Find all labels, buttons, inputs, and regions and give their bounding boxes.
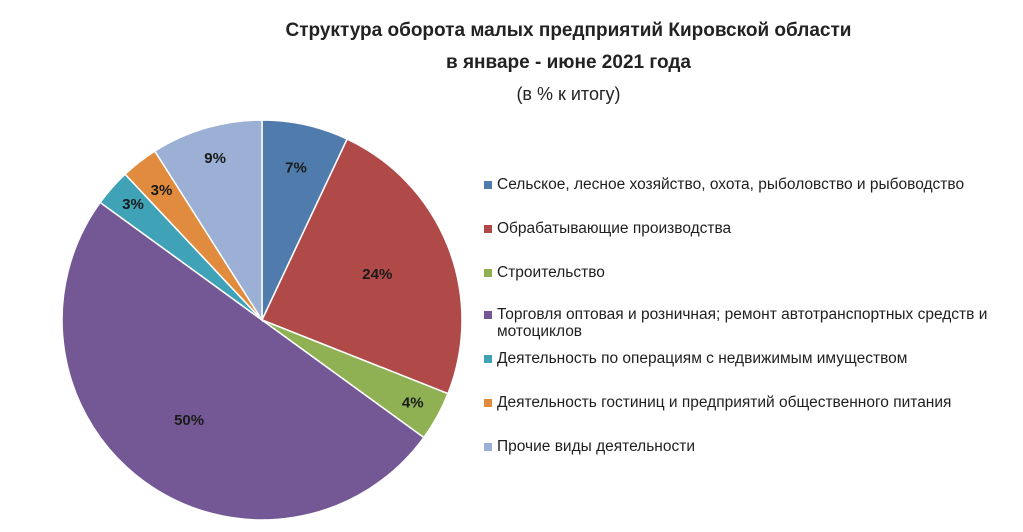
legend-item: Торговля оптовая и розничная; ремонт авт… — [484, 306, 1023, 340]
legend-item: Строительство — [484, 264, 1023, 281]
slice-value-label: 50% — [174, 412, 204, 429]
legend-label: Деятельность гостиниц и предприятий обще… — [497, 394, 952, 411]
chart-subtitle: (в % к итогу) — [516, 84, 621, 104]
legend-label: Обрабатывающие производства — [497, 220, 732, 237]
legend-swatch — [484, 399, 492, 407]
legend-item: Деятельность по операциям с недвижимым и… — [484, 350, 1023, 367]
legend-swatch — [484, 443, 492, 451]
pie-slice-7 — [153, 119, 263, 323]
slice-value-label: 3% — [122, 196, 144, 213]
pie-slice-2 — [260, 138, 463, 395]
slice-value-label: 3% — [151, 182, 173, 199]
legend-swatch — [484, 269, 492, 277]
legend-swatch — [484, 355, 492, 363]
legend-label: Торговля оптовая и розничная; ремонт авт… — [497, 306, 988, 340]
slice-value-label: 24% — [362, 266, 392, 283]
legend-item: Обрабатывающие производства — [484, 220, 1023, 237]
pie-slice-4 — [61, 201, 425, 521]
legend-swatch — [484, 225, 492, 233]
chart-title-line-1: Структура оборота малых предприятий Киро… — [285, 20, 852, 41]
legend-swatch — [484, 181, 492, 189]
slice-value-label: 7% — [285, 159, 307, 176]
slice-value-label: 9% — [204, 150, 226, 167]
legend-swatch — [484, 311, 492, 319]
legend-label: Прочие виды деятельности — [497, 438, 695, 455]
legend-label: Деятельность по операциям с недвижимым и… — [497, 350, 908, 367]
legend-label: Строительство — [497, 264, 605, 281]
legend-item: Деятельность гостиниц и предприятий обще… — [484, 394, 1023, 411]
legend-item: Прочие виды деятельности — [484, 438, 1023, 455]
slice-value-label: 4% — [402, 394, 424, 411]
legend-label: Сельское, лесное хозяйство, охота, рыбол… — [497, 176, 965, 193]
legend-item: Сельское, лесное хозяйство, охота, рыбол… — [484, 176, 1023, 193]
chart-title-line-2: в январе - июне 2021 года — [446, 52, 691, 73]
